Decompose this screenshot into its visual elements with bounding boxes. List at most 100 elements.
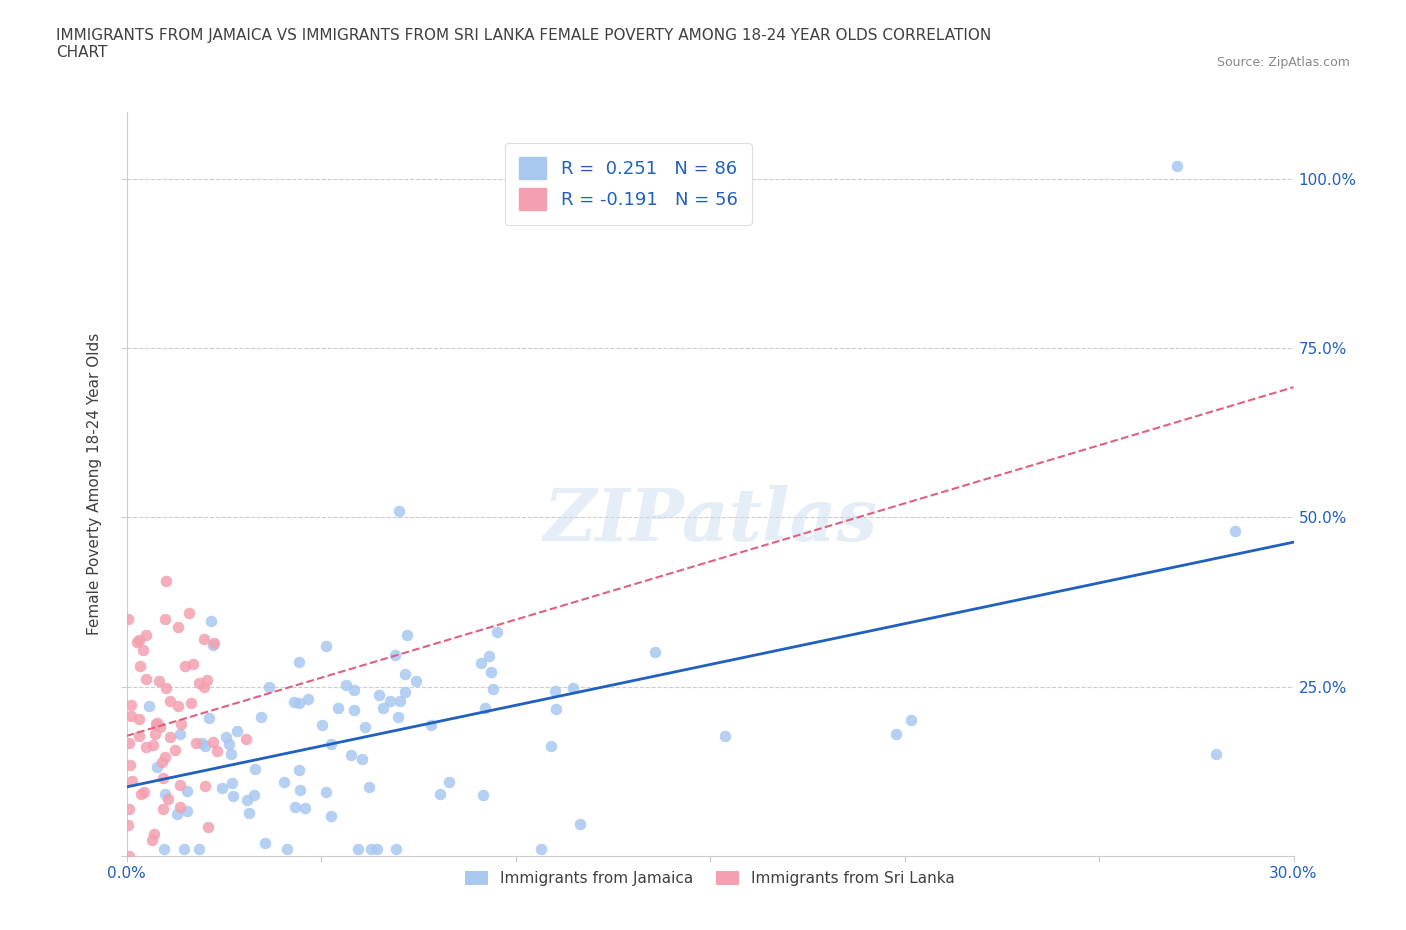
Point: [287, 763, 309, 777]
Point: [373, 700, 395, 715]
Point: [120, 757, 142, 772]
Point: [482, 682, 505, 697]
Point: [155, 611, 177, 626]
Point: [1166, 158, 1188, 173]
Point: [257, 680, 280, 695]
Point: [319, 737, 342, 751]
Point: [222, 788, 245, 803]
Point: [297, 692, 319, 707]
Point: [155, 681, 177, 696]
Point: [193, 679, 215, 694]
Point: [236, 793, 259, 808]
Point: [218, 737, 240, 751]
Point: [273, 775, 295, 790]
Point: [205, 744, 228, 759]
Point: [249, 710, 271, 724]
Point: [384, 647, 406, 662]
Point: [188, 675, 211, 690]
Point: [235, 732, 257, 747]
Point: [221, 776, 243, 790]
Point: [134, 785, 156, 800]
Point: [368, 687, 391, 702]
Point: [1205, 747, 1227, 762]
Point: [125, 634, 148, 649]
Point: [118, 736, 141, 751]
Point: [200, 614, 222, 629]
Point: [226, 724, 249, 738]
Point: [153, 787, 176, 802]
Point: [141, 832, 163, 847]
Point: [120, 698, 142, 712]
Point: [128, 728, 150, 743]
Point: [128, 658, 150, 673]
Legend: Immigrants from Jamaica, Immigrants from Sri Lanka: Immigrants from Jamaica, Immigrants from…: [458, 865, 962, 893]
Point: [194, 778, 217, 793]
Point: [366, 842, 388, 857]
Point: [420, 717, 443, 732]
Point: [143, 727, 166, 742]
Point: [181, 658, 204, 672]
Point: [342, 702, 364, 717]
Point: [121, 774, 143, 789]
Point: [315, 639, 337, 654]
Point: [195, 673, 218, 688]
Point: [328, 701, 350, 716]
Point: [378, 693, 401, 708]
Point: [287, 696, 309, 711]
Point: [385, 842, 408, 857]
Point: [190, 736, 212, 751]
Point: [150, 754, 173, 769]
Point: [159, 730, 181, 745]
Point: [153, 842, 176, 857]
Point: [174, 658, 197, 673]
Point: [202, 735, 225, 750]
Point: [152, 802, 174, 817]
Point: [117, 612, 139, 627]
Point: [169, 800, 191, 815]
Point: [169, 726, 191, 741]
Point: [437, 775, 460, 790]
Point: [193, 631, 215, 646]
Point: [138, 698, 160, 713]
Point: [311, 718, 333, 733]
Point: [357, 779, 380, 794]
Point: [335, 677, 357, 692]
Point: [485, 625, 508, 640]
Point: [198, 711, 221, 725]
Point: [176, 804, 198, 818]
Point: [474, 700, 496, 715]
Point: [315, 785, 337, 800]
Point: [352, 751, 374, 766]
Point: [540, 738, 562, 753]
Point: [176, 783, 198, 798]
Point: [219, 747, 242, 762]
Point: [145, 717, 167, 732]
Point: [388, 503, 411, 518]
Point: [145, 759, 167, 774]
Point: [429, 786, 451, 801]
Point: [156, 791, 179, 806]
Text: Source: ZipAtlas.com: Source: ZipAtlas.com: [1216, 56, 1350, 69]
Point: [900, 712, 922, 727]
Point: [132, 643, 155, 658]
Point: [188, 842, 211, 857]
Point: [644, 644, 666, 659]
Point: [1223, 524, 1246, 538]
Point: [167, 698, 190, 713]
Point: [177, 606, 200, 621]
Point: [470, 656, 492, 671]
Point: [568, 817, 591, 831]
Text: IMMIGRANTS FROM JAMAICA VS IMMIGRANTS FROM SRI LANKA FEMALE POVERTY AMONG 18-24 : IMMIGRANTS FROM JAMAICA VS IMMIGRANTS FR…: [56, 28, 991, 60]
Point: [546, 701, 568, 716]
Point: [166, 807, 188, 822]
Point: [149, 720, 172, 735]
Point: [884, 727, 907, 742]
Point: [184, 736, 207, 751]
Point: [169, 777, 191, 792]
Point: [481, 665, 503, 680]
Point: [394, 666, 416, 681]
Point: [202, 637, 225, 652]
Point: [388, 694, 411, 709]
Point: [131, 787, 153, 802]
Point: [243, 788, 266, 803]
